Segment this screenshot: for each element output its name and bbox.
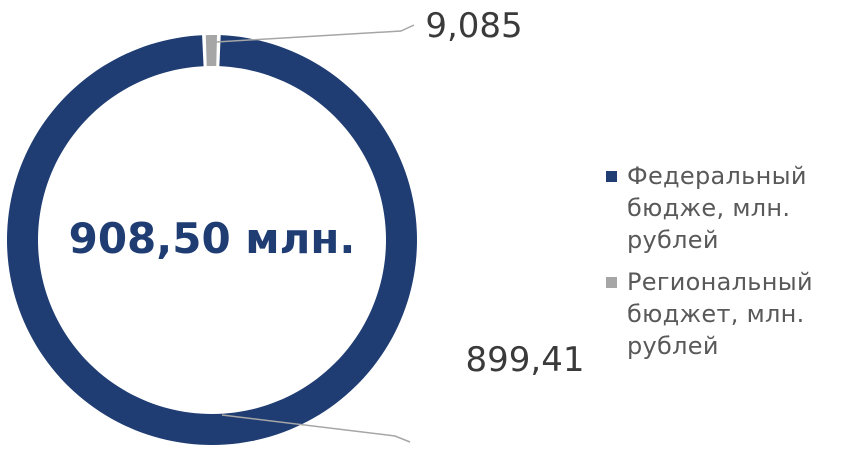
data-label-regional: 9,085: [425, 6, 522, 46]
legend-label-regional: Региональный бюджет, млн. рублей: [627, 268, 813, 360]
legend-label-federal: Федеральный бюдже, млн. рублей: [627, 162, 807, 254]
legend-swatch-federal: [606, 171, 617, 182]
chart-legend: Федеральный бюдже, млн. рублей Региональ…: [606, 160, 856, 372]
leader-line-federal: [221, 414, 411, 443]
donut-center-total: 908,50 млн.: [69, 214, 356, 263]
donut-slices: [6, 35, 417, 446]
slice-regional: [205, 35, 218, 67]
legend-swatch-regional: [606, 277, 617, 288]
leader-lines: [215, 24, 415, 443]
leader-line-regional: [215, 24, 415, 43]
legend-item-regional: Региональный бюджет, млн. рублей: [606, 266, 856, 362]
legend-item-federal: Федеральный бюдже, млн. рублей: [606, 160, 856, 256]
data-label-federal: 899,41: [466, 340, 585, 380]
